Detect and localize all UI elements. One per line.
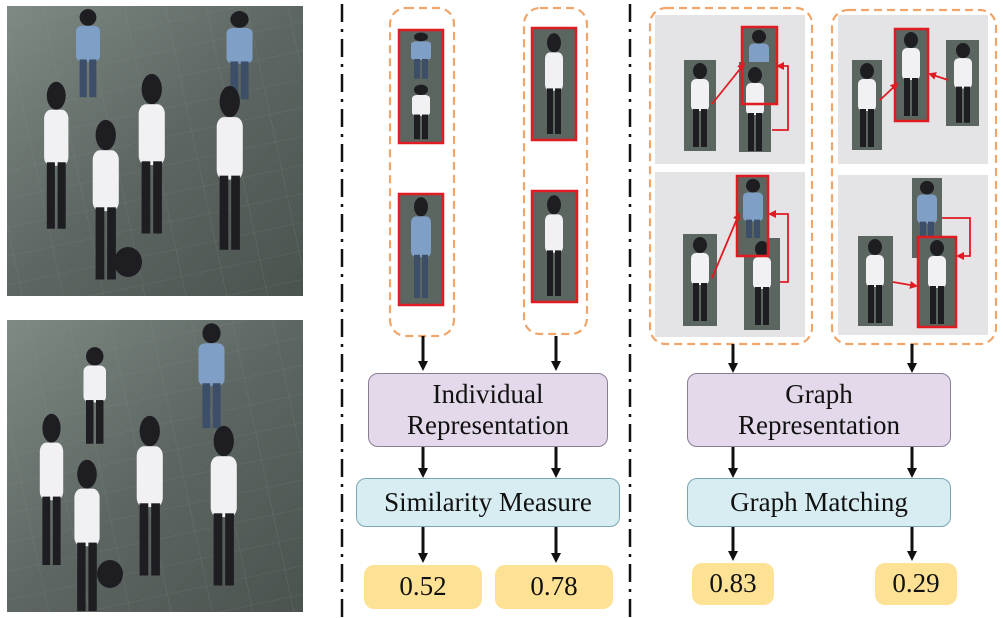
graph-panel-left-bottom [655, 172, 805, 337]
graph-score-left: 0.83 [692, 563, 774, 605]
graph-score-left-value: 0.83 [709, 568, 757, 599]
individual-score-right-value: 0.78 [530, 571, 578, 602]
crowd-photo-bottom [7, 320, 303, 612]
individual-representation-line2: Representation [407, 410, 569, 440]
graph-representation-line1: Graph [785, 378, 853, 409]
graph-score-right-value: 0.29 [892, 568, 940, 599]
graph-panel-right-bottom [838, 175, 988, 335]
graph-group-right [830, 8, 998, 346]
crop-group-left-a [397, 28, 445, 145]
graph-score-right: 0.29 [875, 563, 957, 605]
graph-panel-right-top [838, 15, 988, 164]
graph-matching-label: Graph Matching [730, 486, 908, 517]
graph-group-left [648, 6, 814, 346]
individual-score-right: 0.78 [495, 565, 613, 609]
individual-representation-line1: Individual [432, 378, 544, 409]
individual-score-left-value: 0.52 [399, 571, 447, 602]
graph-panel-left-top [655, 15, 805, 164]
similarity-measure-box: Similarity Measure [356, 478, 620, 527]
graph-representation-line2: Representation [738, 410, 900, 440]
similarity-measure-label: Similarity Measure [384, 486, 592, 517]
graph-matching-box: Graph Matching [687, 478, 951, 527]
individual-score-left: 0.52 [364, 565, 482, 609]
crop-group-right-b [530, 189, 579, 304]
individual-group-right [522, 6, 589, 336]
crop-group-left-b [397, 192, 445, 307]
crop-group-right-a [530, 26, 578, 142]
flow-arrows [418, 336, 917, 563]
crowd-photo-top [7, 6, 303, 296]
graph-representation-box: Graph Representation [687, 373, 951, 447]
individual-representation-box: Individual Representation [368, 373, 608, 447]
